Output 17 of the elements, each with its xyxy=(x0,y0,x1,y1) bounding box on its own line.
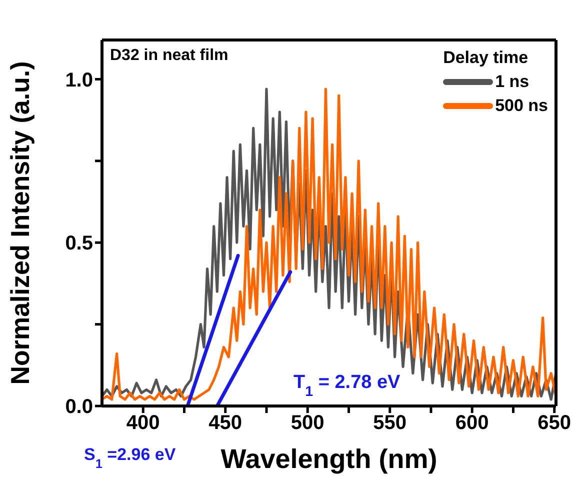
x-tick-label: 400 xyxy=(126,412,160,434)
x-tick-label: 650 xyxy=(538,412,572,434)
x-tick-label: 450 xyxy=(208,412,242,434)
annotation: T$_{1}$ = 2.78 eV xyxy=(294,372,401,400)
legend-label: 1 ns xyxy=(495,71,530,93)
x-axis-title: Wavelength (nm) xyxy=(220,444,438,474)
text: S$_{1}$=2.96 eV xyxy=(84,445,176,470)
x-tick-label: 600 xyxy=(455,412,489,434)
y-tick-label: 0.5 xyxy=(65,232,93,255)
y-tick-label: 0.0 xyxy=(65,396,93,418)
y-axis-title: Normalized Intensity (a.u.) xyxy=(5,61,36,385)
x-tick-label: 500 xyxy=(290,412,324,434)
legend-label: 500 ns xyxy=(495,95,548,117)
y-tick-label: 1.0 xyxy=(65,69,93,92)
chart-title: D32 in neat film xyxy=(110,47,228,64)
legend-title: Delay time xyxy=(443,48,530,68)
x-tick-label: 550 xyxy=(373,412,407,434)
